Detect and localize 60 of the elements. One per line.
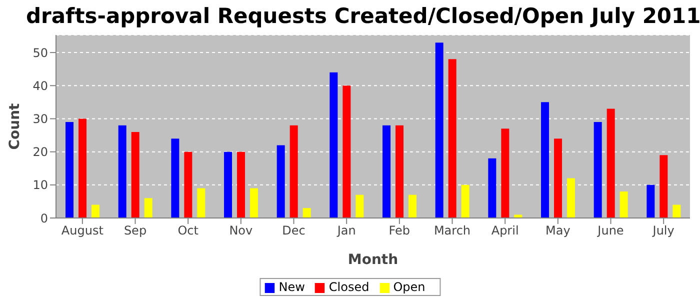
- x-tick-label: March: [434, 224, 471, 238]
- y-tick-label: 0: [40, 211, 48, 226]
- y-tick-label: 50: [32, 46, 48, 60]
- legend-label: Open: [393, 280, 426, 294]
- bar: [356, 194, 364, 218]
- bar: [302, 208, 311, 218]
- bar: [237, 152, 246, 218]
- x-tick-label: June: [596, 224, 624, 238]
- x-axis-title: Month: [348, 252, 398, 268]
- x-tick-label: Dec: [282, 224, 306, 238]
- bar: [197, 188, 206, 218]
- bar: [646, 184, 655, 218]
- y-axis-title: Count: [6, 102, 23, 150]
- x-tick-label: August: [61, 224, 104, 238]
- x-tick-label: Feb: [388, 224, 410, 238]
- bar: [620, 192, 628, 218]
- bar: [290, 125, 298, 218]
- y-tick-label: 30: [32, 112, 48, 126]
- bar: [250, 188, 258, 218]
- bar: [448, 59, 456, 218]
- bar: [435, 42, 444, 218]
- x-tick-label: Oct: [178, 224, 199, 238]
- bar: [118, 125, 126, 218]
- bar: [330, 72, 338, 218]
- bar: [461, 184, 470, 218]
- bar: [514, 214, 522, 218]
- bar: [78, 118, 87, 218]
- bar: [594, 122, 602, 218]
- bar: [171, 138, 180, 218]
- bar: [554, 138, 562, 218]
- bar: [276, 145, 285, 218]
- bar: [396, 125, 404, 218]
- bar: [501, 128, 510, 218]
- y-tick-label: 10: [32, 178, 48, 192]
- y-tick-label: 40: [32, 78, 48, 93]
- bar: [672, 204, 681, 218]
- bar: [606, 108, 615, 218]
- chart-title: drafts-approval Requests Created/Closed/Open July 2011: [26, 4, 700, 28]
- bar: [92, 204, 100, 218]
- bar: [660, 155, 668, 218]
- x-tick-label: May: [546, 224, 570, 238]
- legend-label: Closed: [328, 280, 370, 294]
- y-tick-label: 20: [32, 145, 48, 160]
- bar: [184, 152, 192, 218]
- bar: [408, 194, 417, 218]
- bar: [382, 125, 391, 218]
- bar: [144, 198, 152, 218]
- x-tick-label: Sep: [124, 224, 147, 238]
- bar: [567, 178, 576, 218]
- x-tick-label: July: [652, 224, 674, 238]
- x-tick-label: Nov: [229, 224, 253, 238]
- x-tick-label: Jan: [336, 224, 356, 238]
- legend-label: New: [278, 280, 305, 294]
- bar: [131, 132, 140, 218]
- bar: [224, 152, 232, 218]
- x-tick-label: April: [491, 224, 519, 238]
- bar: [488, 158, 496, 218]
- bar: [541, 102, 550, 218]
- bar: [66, 122, 74, 218]
- bar: [342, 86, 351, 218]
